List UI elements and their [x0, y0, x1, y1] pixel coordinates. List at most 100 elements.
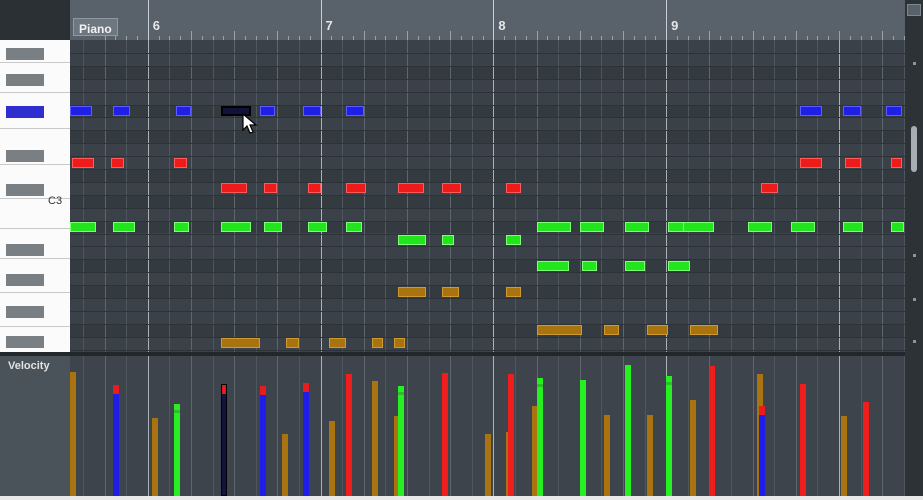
ruler-tick — [579, 31, 581, 40]
grid-row-line — [70, 349, 905, 351]
ruler-subtick — [201, 36, 203, 40]
track-name-tab[interactable]: Piano — [73, 18, 118, 36]
midi-note-brown — [221, 338, 261, 349]
midi-note-blue — [886, 106, 902, 116]
scroll-up-icon[interactable] — [907, 4, 921, 16]
midi-note-green — [683, 222, 714, 233]
velocity-grid-line — [234, 356, 236, 496]
grid-row-line — [70, 65, 905, 67]
velocity-grid-line — [82, 356, 84, 496]
ruler-subtick — [504, 36, 506, 40]
ruler-subtick — [417, 36, 419, 40]
grid-beat-line — [752, 40, 754, 352]
midi-note-green — [70, 222, 96, 233]
velocity-bar-cap — [113, 384, 120, 394]
grid-row-line — [70, 246, 905, 248]
midi-note-red — [800, 157, 822, 168]
grid-subdivision-line — [298, 40, 300, 352]
velocity-grid-line — [838, 356, 840, 496]
ruler-tick — [190, 31, 192, 40]
grid-row-line — [70, 91, 905, 93]
midi-note-green — [398, 235, 427, 245]
white-key-divider — [0, 62, 70, 63]
ruler-subtick — [212, 36, 214, 40]
ruler-subtick — [590, 36, 592, 40]
velocity-grid-line — [514, 356, 516, 496]
velocity-bar-cap — [303, 382, 310, 392]
ruler-bar-line — [320, 0, 322, 40]
grid-row-dark — [70, 169, 905, 182]
vertical-scrollbar[interactable] — [905, 0, 923, 352]
velocity-bar-selected — [221, 383, 228, 496]
grid-bar-line — [838, 40, 840, 352]
velocity-bar-brown — [329, 421, 336, 496]
velocity-bar-blue — [113, 384, 120, 496]
zoom-handle[interactable] — [913, 298, 916, 301]
ruler-subtick — [828, 36, 830, 40]
grid-subdivision-line — [774, 40, 776, 352]
ruler-subtick — [871, 36, 873, 40]
velocity-grid-line — [493, 356, 495, 496]
velocity-grid-line — [730, 356, 732, 496]
grid-beat-line — [622, 40, 624, 352]
midi-note-green — [506, 235, 522, 245]
grid-row-dark — [70, 194, 905, 208]
ruler-bar-line — [666, 0, 668, 40]
black-key — [6, 306, 44, 318]
ruler-bar-line — [147, 0, 149, 40]
grid-subdivision-line — [385, 40, 387, 352]
velocity-grid-line — [428, 356, 430, 496]
ruler-subtick — [223, 36, 225, 40]
velocity-lane[interactable] — [70, 356, 905, 496]
ruler-subtick — [547, 36, 549, 40]
grid-beat-line — [536, 40, 538, 352]
velocity-grid-line — [752, 356, 754, 496]
scrollbar-thumb[interactable] — [911, 126, 917, 172]
grid-beat-line — [450, 40, 452, 352]
grid-row-line — [70, 285, 905, 287]
velocity-grid-line — [190, 356, 192, 496]
velocity-grid-line — [342, 356, 344, 496]
ruler-subtick — [342, 36, 344, 40]
ruler-subtick — [482, 36, 484, 40]
midi-note-brown — [506, 286, 522, 297]
ruler-subtick — [774, 36, 776, 40]
velocity-bar-red — [800, 383, 807, 496]
velocity-bar-brown — [281, 433, 288, 496]
ruler-subtick — [568, 36, 570, 40]
piano-keyboard[interactable]: C3 — [0, 40, 71, 352]
grid-row-dark — [70, 220, 905, 234]
velocity-bar-blue — [303, 382, 310, 496]
black-key — [6, 48, 44, 60]
velocity-grid-line — [406, 356, 408, 496]
ruler-bar-line — [493, 0, 495, 40]
midi-note-blue — [800, 106, 822, 116]
ruler-subtick — [633, 36, 635, 40]
ruler-subtick — [763, 36, 765, 40]
velocity-bar-brown — [603, 414, 610, 496]
grid-beat-line — [277, 40, 279, 352]
grid-beat-line — [882, 40, 884, 352]
ruler-subtick — [471, 36, 473, 40]
ruler-tick — [795, 31, 797, 40]
midi-note-green — [536, 260, 569, 271]
timeline-ruler[interactable]: 6 7 8 9 — [70, 0, 905, 40]
lane-divider[interactable] — [0, 352, 905, 356]
ruler-tick — [363, 31, 365, 40]
ruler-subtick — [169, 36, 171, 40]
velocity-grid-line — [644, 356, 646, 496]
grid-row-dark — [70, 285, 905, 298]
ruler-subtick — [180, 36, 182, 40]
midi-note-green — [625, 260, 645, 271]
midi-note-green — [581, 260, 598, 271]
grid-bar-line — [320, 40, 322, 352]
velocity-grid-line — [860, 356, 862, 496]
ruler-tick — [277, 31, 279, 40]
white-key-divider — [0, 258, 70, 259]
velocity-grid-line — [882, 356, 884, 496]
grid-subdivision-line — [687, 40, 689, 352]
note-grid[interactable] — [70, 40, 905, 352]
velocity-bar-green — [666, 376, 673, 496]
velocity-grid-line — [385, 356, 387, 496]
velocity-bar-green — [398, 385, 405, 496]
